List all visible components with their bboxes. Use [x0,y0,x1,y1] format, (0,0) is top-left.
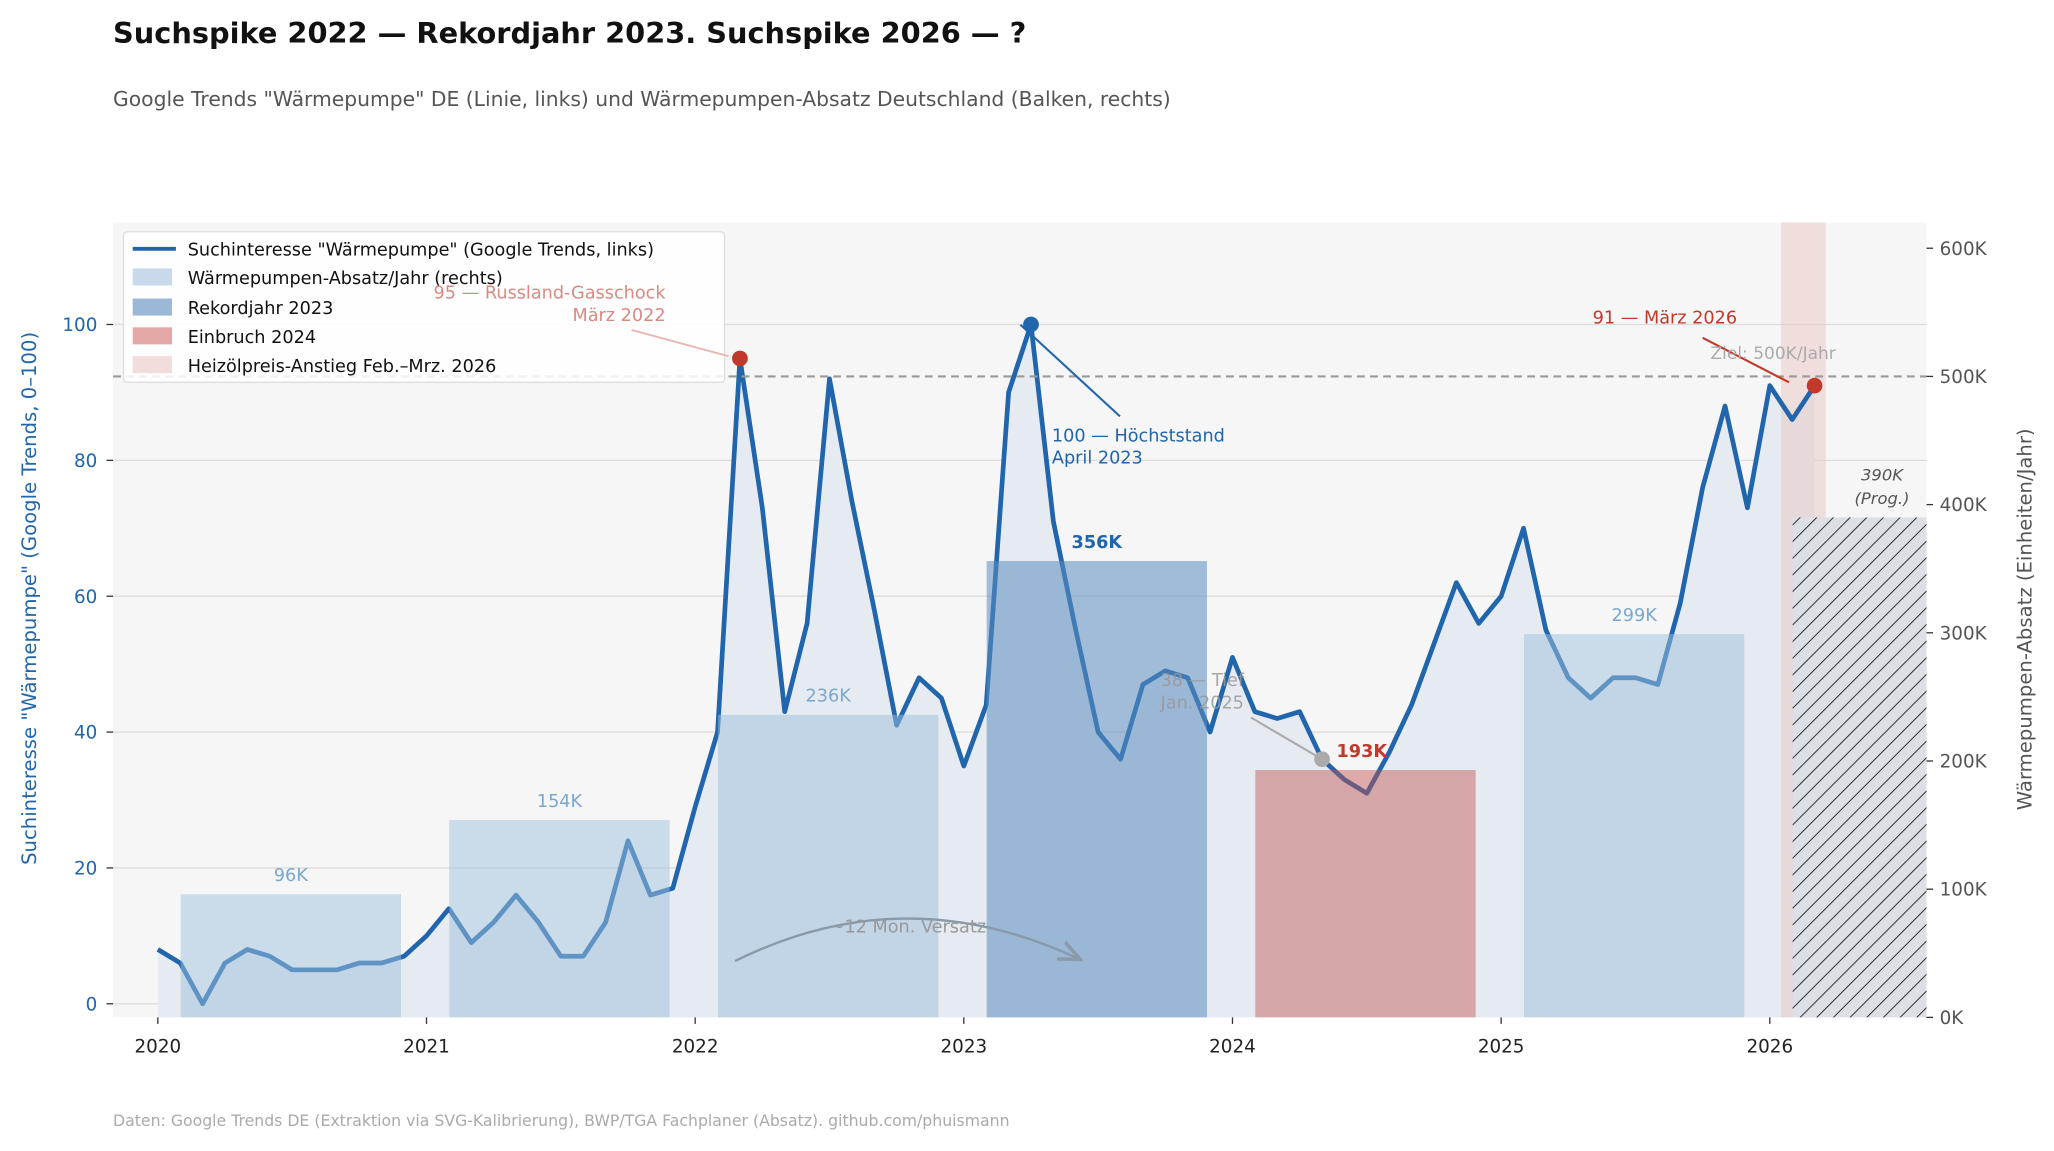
right-tick-label: 400K [1940,495,1988,516]
annotation-text: 38 — Tief [1161,671,1245,691]
annotation-text: Jan. 2025 [1160,693,1244,713]
chart-title: Suchspike 2022 — Rekordjahr 2023. Suchsp… [113,16,1026,50]
right-axis-label: Wärmepumpen-Absatz (Einheiten/Jahr) [2013,428,2036,810]
left-tick-label: 80 [74,451,97,472]
right-tick-label: 600K [1940,239,1988,260]
bar-label: 96K [274,866,308,886]
bar-label: 299K [1611,606,1657,626]
line-area-fill [157,324,1815,1018]
right-tick-label: 100K [1940,880,1988,901]
annotation-text: 100 — Höchststand [1052,426,1225,446]
x-tick-label: 2021 [403,1037,450,1058]
legend-swatch [132,327,172,345]
left-axis-label: Suchinteresse "Wärmepumpe" (Google Trend… [18,332,41,865]
annotation-low: 38 — Tief Jan. 2025 [1160,671,1245,713]
left-tick-label: 20 [74,858,97,879]
right-tick-label: 200K [1940,752,1988,773]
right-tick-label: 500K [1940,367,1988,388]
bar-2026-forecast [1792,517,1927,1018]
footer-source: Daten: Google Trends DE (Extraktion via … [113,1111,1009,1130]
annotation-gas-shock: 95 — Russland-Gasschock März 2022 [434,284,729,358]
axes: 0 20 40 60 80 100 0K 100K 200K 300K 400K 500K 600K 20… [62,239,1987,1058]
line-series [156,322,1817,1007]
highlight-points [732,316,1823,768]
legend-swatch [132,268,172,286]
x-tick-label: 2020 [135,1037,182,1058]
bar-2020 [180,894,401,1018]
legend-item: Suchinteresse "Wärmepumpe" (Google Trend… [188,240,654,260]
annotation-text: April 2023 [1052,449,1143,469]
bar-2024 [1255,769,1476,1018]
annotation-text: März 2022 [572,306,665,326]
x-tick-label: 2024 [1209,1037,1256,1058]
left-tick-label: 0 [86,994,98,1015]
annotation-text: (Prog.) [1855,489,1910,508]
peak-point [1023,316,1039,333]
legend-item: Heizölpreis-Anstieg Feb.–Mrz. 2026 [188,357,497,377]
legend: Suchinteresse "Wärmepumpe" (Google Trend… [122,231,726,383]
bar-label: 193K [1337,742,1389,762]
x-tick-label: 2026 [1746,1037,1793,1058]
bar-series: 96K 154K 236K 356K 193K 299K [180,517,1927,1018]
legend-item: Einbruch 2024 [188,328,316,348]
annotation-text: ~12 Mon. Versatz [830,917,986,937]
annotation-peak: 100 — Höchststand April 2023 [1019,323,1225,469]
legend-swatch [132,298,172,316]
gas-shock-point [732,350,748,367]
bar-2021 [449,819,670,1018]
bar-label: 154K [537,792,583,812]
bar-2023 [986,561,1207,1018]
right-tick-label: 300K [1940,623,1988,644]
target-label: Ziel: 500K/Jahr [1710,344,1835,364]
legend-item: Rekordjahr 2023 [188,299,334,319]
legend-item: Wärmepumpen-Absatz/Jahr (rechts) [188,269,503,289]
bar-2022 [718,714,939,1018]
chart-subtitle: Google Trends "Wärmepumpe" DE (Linie, li… [113,87,1171,111]
low-connector [1250,716,1323,761]
bar-label: 356K [1072,533,1124,553]
line-area [157,324,1815,1018]
left-tick-label: 100 [62,315,97,336]
bar-label: 236K [806,687,852,707]
x-tick-label: 2022 [672,1037,719,1058]
spike-2026-point [1806,377,1823,394]
annotation-text: 390K [1861,466,1904,485]
annotation-forecast: 390K (Prog.) [1855,466,1910,509]
right-tick-label: 0K [1940,1008,1965,1029]
left-tick-label: 40 [74,723,97,744]
bar-2025 [1523,634,1745,1018]
left-tick-label: 60 [74,587,97,608]
annotation-spike-2026: 91 — März 2026 [1593,308,1790,384]
annotation-lag: ~12 Mon. Versatz [734,917,1078,963]
legend-swatch [132,356,172,374]
x-tick-label: 2025 [1478,1037,1525,1058]
search-interest-line [156,322,1817,1007]
annotation-text: 91 — März 2026 [1593,308,1737,328]
x-tick-label: 2023 [940,1037,987,1058]
annotation-text: 95 — Russland-Gasschock [434,284,667,304]
